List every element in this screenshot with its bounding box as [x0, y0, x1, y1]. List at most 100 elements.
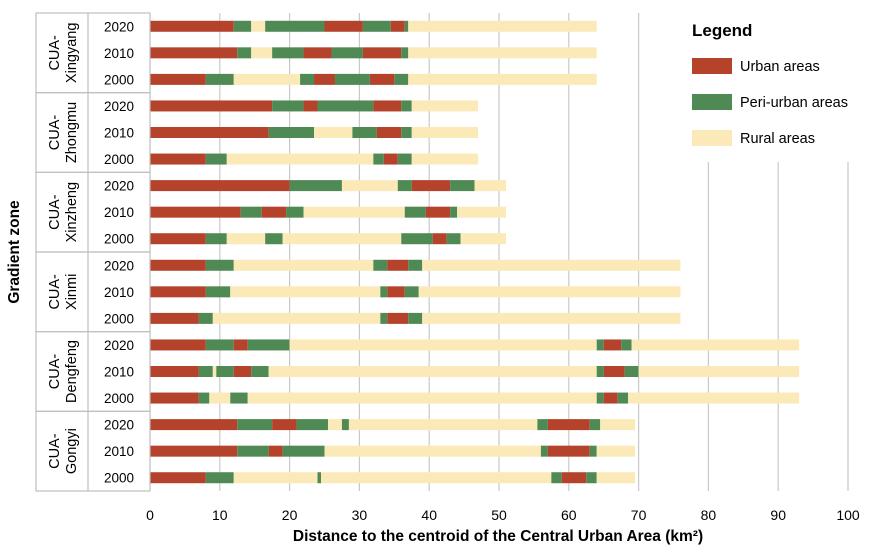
bar-segment-peri	[216, 366, 234, 377]
bar-segment-urban	[150, 206, 241, 218]
bar-segment-peri	[397, 153, 412, 165]
bar-segment-rural	[408, 73, 597, 85]
bar-segment-peri	[446, 233, 461, 245]
bar-segment-urban	[561, 472, 587, 484]
bar-segment-rural	[600, 419, 636, 431]
group-frames	[35, 12, 151, 492]
bar-segment-peri	[408, 312, 423, 324]
bar-segment-urban	[233, 339, 248, 351]
year-label: 2010	[104, 46, 134, 61]
bar-segment-rural	[324, 445, 541, 457]
bar-segment-peri	[380, 286, 388, 298]
bar-segment-peri	[589, 419, 601, 431]
x-tick-label: 100	[836, 507, 860, 523]
bar-segment-urban	[150, 73, 206, 85]
bar-segment-peri	[589, 445, 597, 457]
bar-segment-rural	[233, 259, 374, 271]
bar-segment-rural	[460, 233, 506, 245]
bar-segment-rural	[418, 286, 681, 298]
y-axis-title: Gradient zone	[6, 200, 23, 304]
group-frame	[35, 410, 151, 492]
group-label: CUA-Dengfeng	[47, 340, 80, 403]
bar-segment-peri	[233, 20, 252, 32]
bar-segment-urban	[387, 286, 405, 298]
bar-segment-peri	[251, 366, 269, 377]
bar-segment-urban	[150, 312, 199, 324]
bar-segment-peri	[205, 259, 234, 271]
labels: CUA-Xingyang 2020 2010 2000 CUA-Zhongmu 2020 2…	[47, 19, 134, 485]
bar-segment-rural	[303, 206, 405, 218]
bar-segment-urban	[261, 206, 287, 218]
bar-segment-peri	[624, 366, 639, 377]
bar-segment-rural	[314, 127, 353, 138]
bar-segment-peri	[537, 419, 548, 431]
x-tick-label: 50	[491, 507, 507, 523]
bar-segment-urban	[150, 286, 206, 298]
bar-segment-peri	[198, 392, 210, 404]
x-tick-label: 40	[421, 507, 437, 523]
year-label: 2020	[104, 418, 134, 433]
bar-segment-rural	[422, 312, 681, 324]
bar-segment-peri	[286, 206, 304, 218]
year-label: 2020	[104, 258, 134, 273]
bar-segment-rural	[289, 339, 597, 351]
legend-label: Peri-urban areas	[740, 95, 848, 111]
year-label: 2010	[104, 285, 134, 300]
bar-segment-peri	[450, 206, 458, 218]
bar-segment-urban	[150, 233, 206, 245]
bar-segment-peri	[380, 312, 388, 324]
year-label: 2000	[104, 391, 134, 406]
year-label: 2000	[104, 471, 134, 486]
group-label: CUA-Zhongmu	[47, 102, 80, 163]
bar-segment-peri	[265, 20, 325, 32]
bar-segment-rural	[233, 73, 301, 85]
legend-title: Legend	[692, 21, 752, 40]
bar-segment-peri	[230, 392, 248, 404]
bar-segment-peri	[373, 259, 388, 271]
bar-segment-peri	[596, 366, 604, 377]
bar-segment-rural	[282, 233, 402, 245]
legend-swatch	[692, 130, 732, 146]
bar-segment-peri	[205, 73, 234, 85]
x-tick-label: 20	[282, 507, 298, 523]
group-label: CUA-Xinmi	[47, 274, 80, 310]
bar-segment-peri	[408, 259, 423, 271]
bar-segment-peri	[450, 180, 475, 192]
group-label: CUA-Xingyang	[47, 23, 80, 83]
bar-segment-rural	[411, 100, 479, 112]
year-label: 2000	[104, 72, 134, 87]
bar-segment-rural	[251, 20, 266, 32]
bar-segment-urban	[390, 20, 405, 32]
legend: Legend Urban areas Peri-urban areas Rural …	[680, 12, 865, 162]
bar-segment-urban	[425, 206, 451, 218]
bars	[150, 20, 800, 484]
bar-segment-peri	[237, 445, 269, 457]
bar-segment-peri	[397, 180, 412, 192]
bar-segment-rural	[474, 180, 506, 192]
bar-segment-urban	[303, 100, 318, 112]
bar-segment-rural	[457, 206, 506, 218]
year-label: 2010	[104, 444, 134, 459]
bar-segment-urban	[150, 392, 199, 404]
bar-segment-rural	[596, 472, 636, 484]
bar-segment-urban	[387, 312, 409, 324]
bar-segment-rural	[233, 472, 318, 484]
bar-segment-peri	[551, 472, 562, 484]
year-label: 2000	[104, 152, 134, 167]
bar-segment-peri	[237, 47, 252, 59]
bar-segment-rural	[268, 366, 597, 377]
bar-segment-peri	[317, 100, 374, 112]
bar-segment-peri	[240, 206, 262, 218]
year-label: 2020	[104, 19, 134, 34]
bar-segment-peri	[198, 312, 213, 324]
bar-segment-peri	[205, 472, 234, 484]
bar-segment-urban	[150, 472, 206, 484]
bar-segment-rural	[422, 259, 681, 271]
bar-segment-urban	[603, 392, 618, 404]
bar-segment-urban	[150, 366, 199, 377]
bar-segment-urban	[150, 20, 234, 32]
bar-segment-urban	[547, 445, 590, 457]
bar-segment-peri	[404, 206, 426, 218]
bar-segment-peri	[272, 47, 304, 59]
year-label: 2000	[104, 232, 134, 247]
